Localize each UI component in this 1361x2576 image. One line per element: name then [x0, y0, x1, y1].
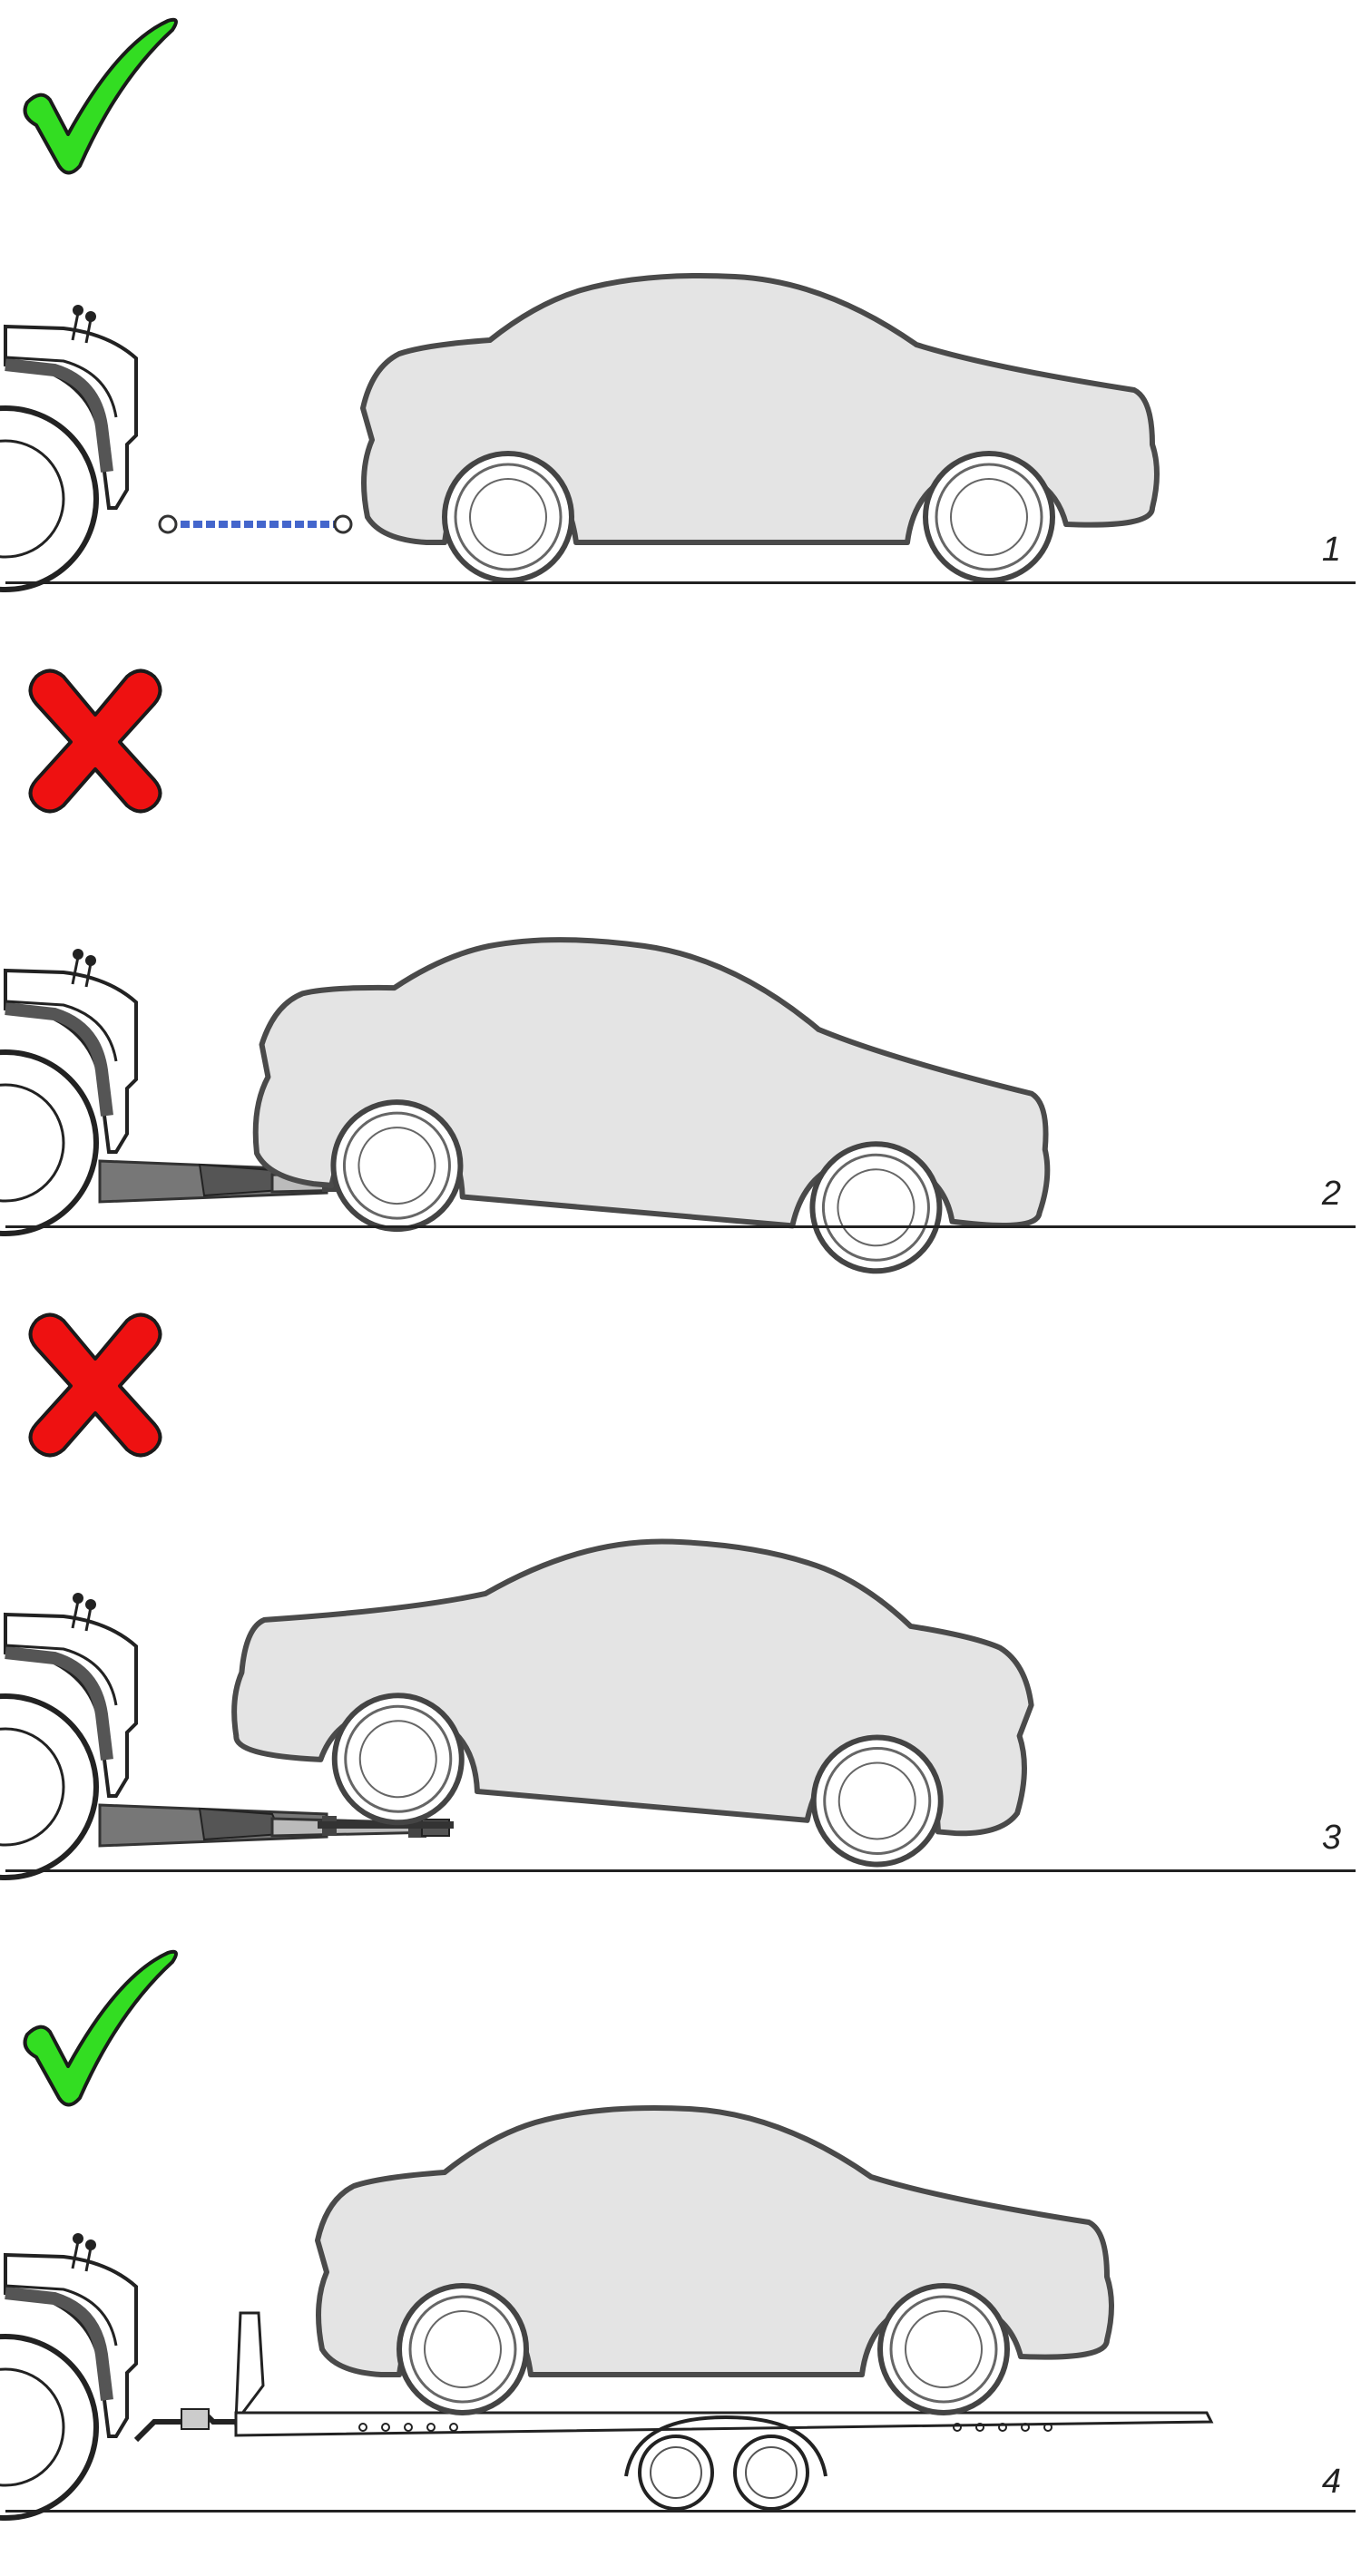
towed-car [363, 276, 1157, 581]
towed-car [247, 912, 1064, 1285]
panel-number: 2 [1321, 1175, 1341, 1213]
tractor [0, 2233, 136, 2518]
car-trailer-scene [0, 1932, 1214, 2576]
ground-line [5, 1869, 1356, 1872]
panel-front-wheel-lift: 3 [0, 1288, 1361, 1932]
rear-wheel-lift-scene [0, 644, 1361, 1288]
towed-car [318, 2108, 1111, 2413]
towing-instructions-diagram: { "panels": [ {"number": "1", "status": … [0, 0, 1361, 2509]
ground-line [5, 581, 1356, 584]
panel-number: 4 [1321, 2463, 1341, 2501]
ground-line [5, 2510, 1356, 2513]
panel-number: 1 [1321, 531, 1341, 569]
trailer [133, 2311, 1214, 2511]
panel-rear-wheel-lift: 2 [0, 644, 1361, 1288]
panel-number: 3 [1321, 1819, 1341, 1857]
panel-car-trailer: 4 [0, 1932, 1361, 2576]
tow-rope [158, 514, 353, 534]
ground-line [5, 1225, 1356, 1228]
panel-tow-rope: 1 [0, 0, 1361, 644]
tow-rope-scene [0, 0, 1361, 644]
front-wheel-lift-scene [0, 1288, 1361, 1932]
tractor [0, 305, 136, 590]
